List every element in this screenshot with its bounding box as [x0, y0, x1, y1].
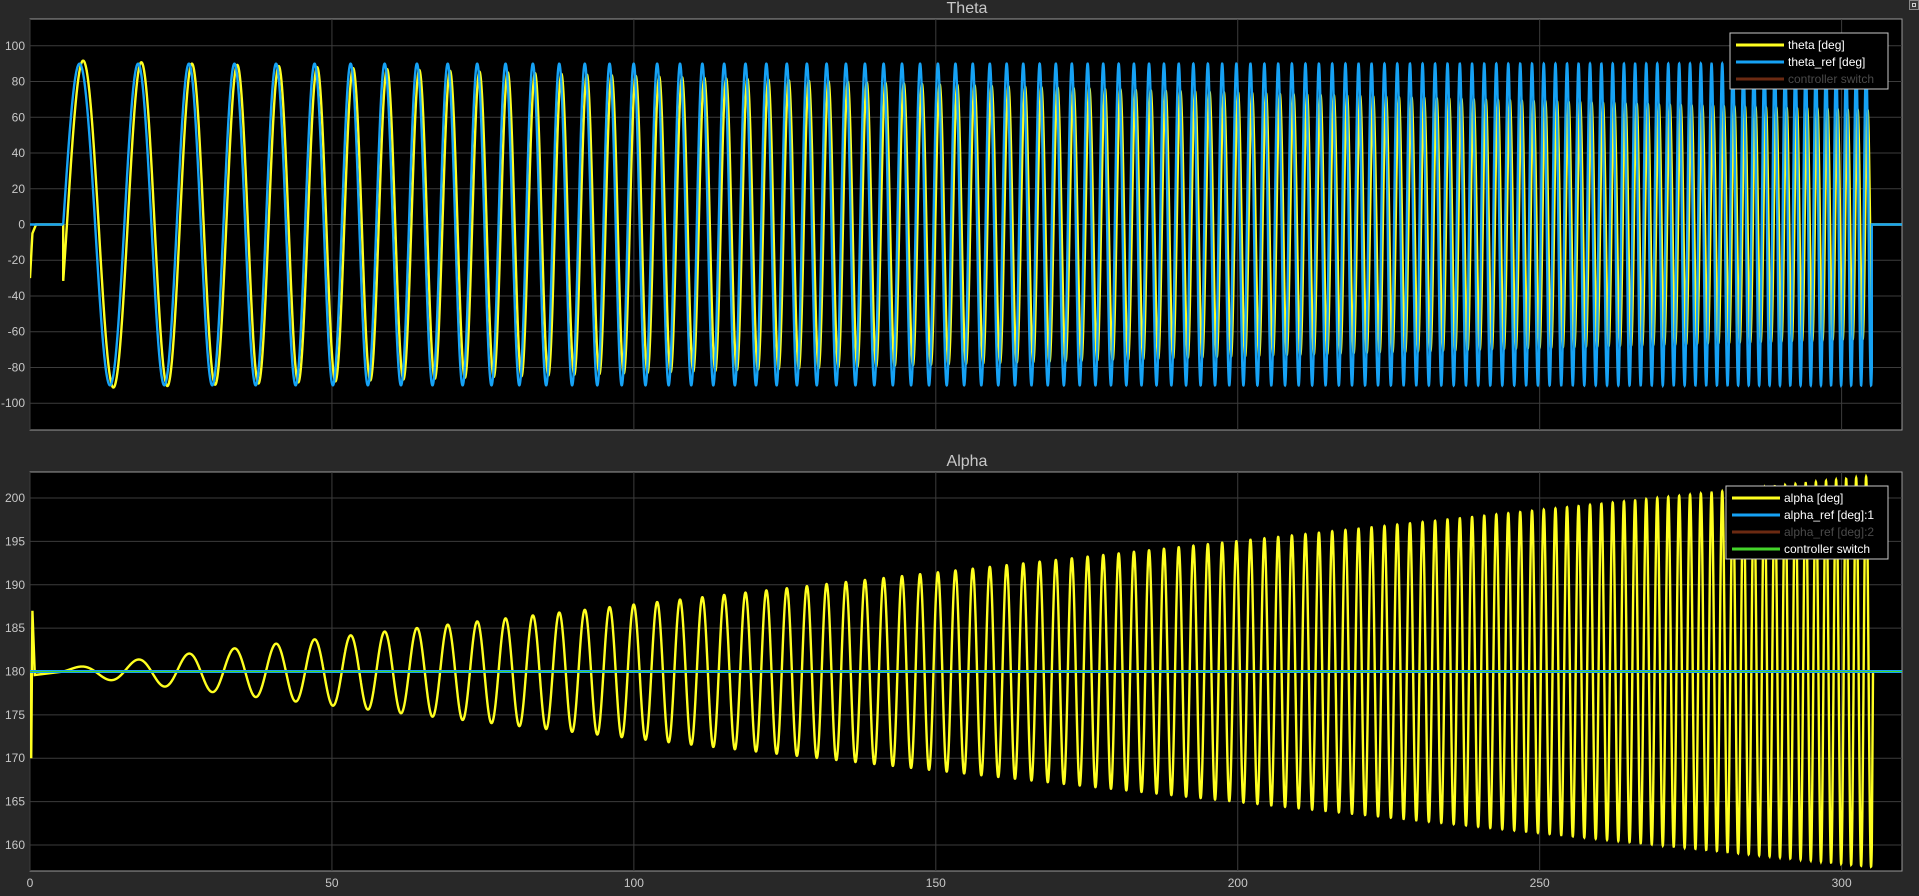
legend-theta-label: theta [deg]	[1788, 38, 1845, 52]
legend-switch-label: controller switch	[1784, 542, 1870, 556]
theta-legend[interactable]: theta [deg] theta_ref [deg] controller s…	[1729, 32, 1889, 90]
alpha-ytick-labels: 200 195 190 185 180 175 170 165 160	[5, 491, 25, 852]
y-tick-label: 100	[5, 39, 25, 53]
theta-ytick-labels: 100 80 60 40 20 0 -20 -40 -60 -80 -100	[1, 39, 25, 410]
alpha-legend[interactable]: alpha [deg] alpha_ref [deg]:1 alpha_ref …	[1725, 485, 1889, 560]
y-tick-label: -60	[8, 325, 26, 339]
x-tick-label: 150	[926, 876, 946, 890]
x-tick-label: 100	[624, 876, 644, 890]
y-tick-label: 40	[12, 146, 26, 160]
y-tick-label: 180	[5, 665, 25, 679]
theta-axes: Theta 100 80 60 40 20 0 -20 -40 -60 -80 -100 theta…	[1, 0, 1903, 431]
x-tick-label: 300	[1832, 876, 1852, 890]
y-tick-label: 165	[5, 795, 25, 809]
y-tick-label: 80	[12, 75, 26, 89]
y-tick-label: -80	[8, 360, 26, 374]
y-tick-label: 200	[5, 491, 25, 505]
theta-ref-series-line	[30, 60, 1902, 389]
x-tick-label: 250	[1530, 876, 1550, 890]
y-tick-label: -100	[1, 396, 25, 410]
x-tick-label: 0	[27, 876, 34, 890]
legend-alpha-ref1-label: alpha_ref [deg]:1	[1784, 508, 1874, 522]
y-tick-label: 190	[5, 578, 25, 592]
theta-plot-clip	[30, 59, 1902, 389]
alpha-title: Alpha	[947, 453, 988, 470]
legend-alpha-label: alpha [deg]	[1784, 491, 1843, 505]
y-tick-label: 0	[18, 218, 25, 232]
legend-theta-ref-label: theta_ref [deg]	[1788, 55, 1865, 69]
y-tick-label: 185	[5, 621, 25, 635]
y-tick-label: 170	[5, 751, 25, 765]
alpha-grid	[29, 472, 1902, 871]
y-tick-label: 60	[12, 110, 26, 124]
y-tick-label: 195	[5, 534, 25, 548]
y-tick-label: 160	[5, 838, 25, 852]
alpha-plot-clip	[30, 473, 1902, 869]
x-tick-label: 50	[325, 876, 339, 890]
y-tick-label: -40	[8, 289, 26, 303]
theta-title: Theta	[947, 0, 988, 17]
theta-series-line	[30, 59, 1902, 389]
x-tick-label: 200	[1228, 876, 1248, 890]
undock-button[interactable]	[1909, 0, 1919, 10]
legend-alpha-ref2-label: alpha_ref [deg]:2	[1784, 525, 1874, 539]
legend-theta-switch-label: controller switch	[1788, 72, 1874, 86]
y-tick-label: 175	[5, 708, 25, 722]
alpha-xtick-labels: 0 50 100 150 200 250 300	[27, 876, 1852, 890]
alpha-axes: Alpha 200 195 190 185 180 175 170 165 160 0 50 100…	[5, 453, 1903, 890]
alpha-series-line	[30, 473, 1902, 869]
y-tick-label: 20	[12, 182, 26, 196]
y-tick-label: -20	[8, 253, 26, 267]
